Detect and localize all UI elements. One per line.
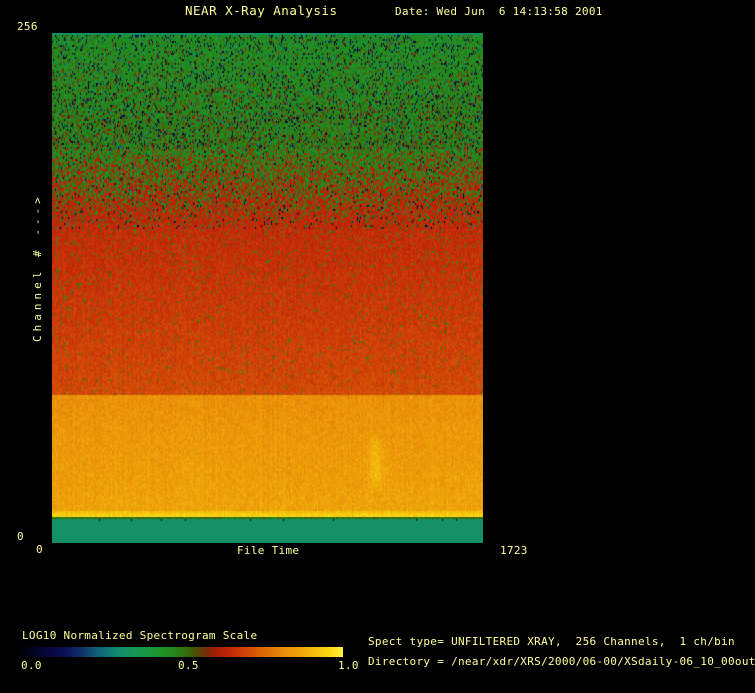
page-title: NEAR X-Ray Analysis	[185, 3, 338, 18]
y-axis-title: Channel # --->	[31, 193, 44, 342]
colorbar-gradient	[22, 647, 343, 657]
x-axis-max-label: 1723	[500, 544, 528, 557]
spectrogram-heatmap	[52, 33, 483, 543]
colorbar-title: LOG10 Normalized Spectrogram Scale	[22, 629, 258, 642]
x-axis-title: File Time	[237, 544, 300, 557]
colorbar-tick-high: 1.0	[338, 659, 359, 672]
colorbar-tick-mid: 0.5	[178, 659, 199, 672]
colorbar-tick-low: 0.0	[21, 659, 42, 672]
y-axis-max-label: 256	[17, 20, 38, 33]
directory-line: Directory = /near/xdr/XRS/2000/06-00/XSd…	[368, 655, 755, 668]
date-label: Date: Wed Jun 6 14:13:58 2001	[395, 5, 603, 18]
x-axis-min-label: 0	[36, 543, 43, 556]
spect-type-line: Spect type= UNFILTERED XRAY, 256 Channel…	[368, 635, 735, 648]
y-axis-min-label: 0	[17, 530, 24, 543]
